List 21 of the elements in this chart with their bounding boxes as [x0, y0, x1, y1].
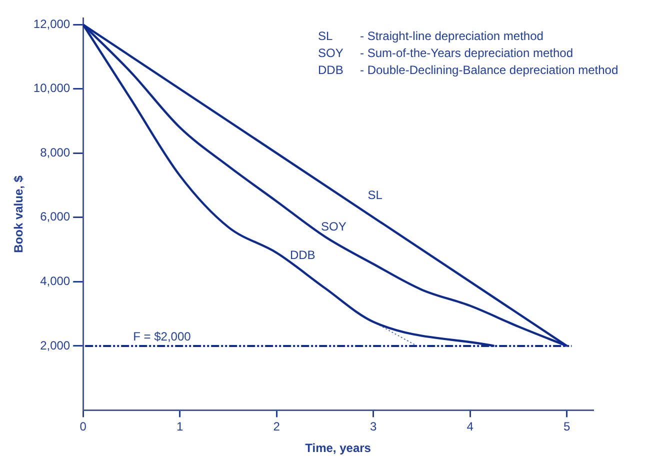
y-tick-label: 4,000: [40, 274, 70, 288]
x-tick-label: 4: [466, 420, 474, 434]
y-tick-label: 8,000: [40, 145, 70, 160]
x-axis-title: Time, years: [305, 441, 372, 456]
series-label: SL: [368, 188, 383, 202]
text: SL - Straight-line depreciation method: [318, 29, 544, 44]
series-label: DDB: [290, 248, 316, 262]
x-tick-label: 3: [370, 420, 378, 434]
ref-line-label: F = $2,000: [133, 329, 192, 344]
y-tick-label: 10,000: [33, 81, 70, 96]
x-tick-label: 5: [564, 420, 571, 434]
text: SOY - Sum-of-the-Years depreciation method: [318, 46, 573, 60]
y-axis-title: Book value, $: [12, 175, 26, 253]
text: DDB - Double-Declining-Balance depreciation method: [318, 63, 618, 78]
x-tick-label: 0: [80, 420, 87, 434]
y-tick-label: 6,000: [40, 210, 70, 224]
x-tick-label: 2: [273, 420, 280, 434]
series-label: SOY: [320, 220, 346, 234]
y-tick-label: 2,000: [40, 338, 70, 352]
x-tick-label: 1: [176, 420, 184, 434]
y-tick-label: 12,000: [33, 16, 70, 31]
